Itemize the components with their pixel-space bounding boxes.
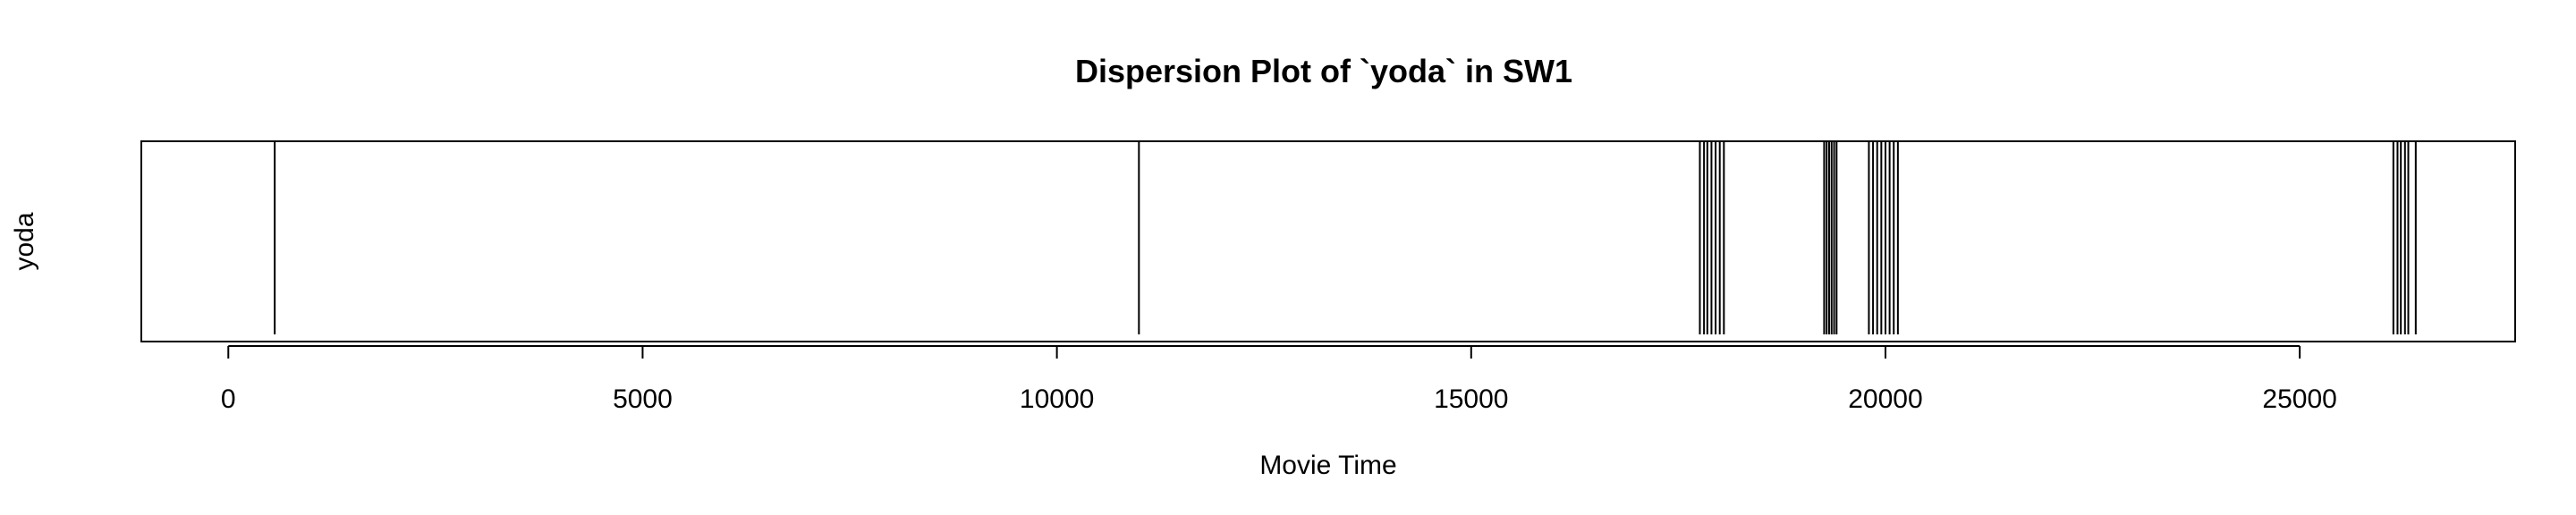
x-axis-label: Movie Time	[1259, 451, 1396, 480]
x-tick-label: 15000	[1434, 384, 1508, 414]
x-axis-ticks: 0 5000 10000 15000 20000 25000	[221, 346, 2337, 414]
x-tick-label: 25000	[2262, 384, 2336, 414]
x-tick-label: 5000	[613, 384, 673, 414]
x-tick-label: 10000	[1020, 384, 1094, 414]
plot-frame	[140, 140, 2516, 342]
x-tick-label: 20000	[1848, 384, 1922, 414]
y-axis-label: yoda	[10, 212, 39, 270]
x-tick-label: 0	[221, 384, 236, 414]
chart-title: Dispersion Plot of `yoda` in SW1	[1075, 53, 1572, 89]
event-marks	[274, 141, 2417, 334]
